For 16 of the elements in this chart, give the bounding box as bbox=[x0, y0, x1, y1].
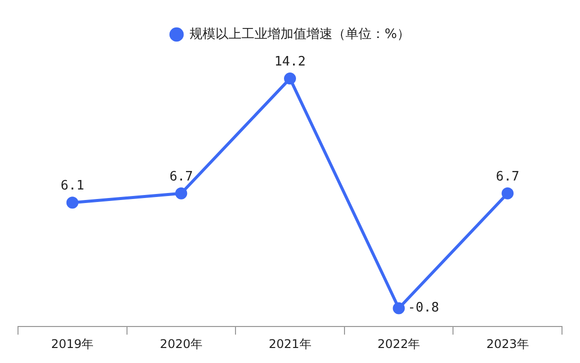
point bbox=[502, 187, 514, 200]
data-label: 14.2 bbox=[274, 54, 306, 70]
x-tick-label: 2019年 bbox=[51, 336, 94, 351]
data-label: 6.7 bbox=[496, 169, 520, 184]
x-tick-label: 2023年 bbox=[486, 336, 529, 351]
x-tick-label: 2020年 bbox=[160, 336, 202, 351]
data-label: 6.7 bbox=[169, 169, 193, 184]
point bbox=[66, 196, 78, 209]
x-tick-label: 2021年 bbox=[268, 336, 312, 351]
legend-label: 规模以上工业增加值增速（单位：%） bbox=[190, 26, 410, 42]
data-label: 6.1 bbox=[60, 178, 84, 194]
point bbox=[284, 72, 296, 85]
x-tick-label: 2022年 bbox=[378, 336, 420, 351]
data-label: -0.8 bbox=[408, 300, 440, 316]
point bbox=[175, 187, 188, 200]
point bbox=[392, 302, 405, 314]
